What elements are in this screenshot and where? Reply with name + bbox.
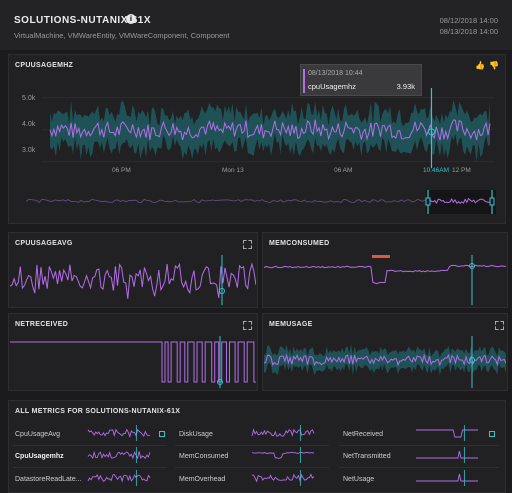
expand-icon[interactable]	[159, 431, 165, 437]
metrics-sparklines	[87, 425, 478, 486]
date-range-end: 08/13/2018 14:00	[439, 27, 498, 36]
highlight-point	[219, 288, 225, 294]
all-metrics-panel: ALL METRICS FOR SOLUTIONS-NUTANIX-61X Cp…	[8, 400, 506, 493]
navigator-handle-grip	[489, 197, 495, 206]
y-tick-label: 3.0k	[22, 147, 36, 154]
expand-icon[interactable]	[243, 321, 250, 328]
metric-name-selected[interactable]: CpuUsagemhz	[15, 453, 64, 460]
series-line	[264, 353, 506, 367]
y-tick-label: 4.0k	[22, 121, 36, 128]
series-line	[10, 262, 256, 299]
row-divider	[13, 467, 167, 468]
sparkline-memoverhead	[251, 473, 315, 483]
sparkline-cpuusagemhz	[87, 450, 151, 460]
cpuusageavg-panel: CPUUSAGEAVG	[8, 232, 258, 308]
highlight-point	[469, 263, 475, 269]
metric-name[interactable]: CpuUsageAvg	[15, 431, 61, 438]
sparkline-cpuusageavg	[87, 428, 151, 438]
metric-name[interactable]: NetUsage	[343, 476, 375, 483]
row-divider	[175, 445, 329, 446]
timeline-navigator[interactable]	[26, 189, 496, 215]
x-tick-label: Mon 13	[222, 167, 244, 174]
sparkline-nettransmitted	[416, 450, 478, 459]
chart-tooltip: 08/13/2018 10:44 cpuUsagemhz 3.93k	[300, 64, 422, 96]
x-tick-label: 12 PM	[452, 167, 471, 174]
metric-name[interactable]: DatastoreReadLate...	[15, 476, 82, 483]
all-metrics-title: ALL METRICS FOR SOLUTIONS-NUTANIX-61X	[15, 408, 181, 415]
sparkline-diskusage	[251, 428, 315, 437]
sparkline-netreceived	[416, 429, 478, 438]
row-divider	[175, 467, 329, 468]
tooltip-date: 08/13/2018 10:44	[308, 70, 363, 77]
y-tick-label: 5.0k	[22, 95, 36, 102]
metric-name[interactable]: DiskUsage	[179, 431, 213, 438]
sparkline-netusage	[416, 473, 478, 482]
x-tick-label: 06 PM	[112, 167, 131, 174]
row-divider	[13, 445, 167, 446]
highlight-point	[427, 128, 435, 136]
highlight-point	[217, 379, 223, 385]
page-header: SOLUTIONS-NUTANIX-61X i VirtualMachine, …	[0, 0, 512, 50]
metric-name[interactable]: NetTransmitted	[343, 453, 391, 460]
thumbs-down-icon[interactable]: 👎	[489, 61, 499, 70]
cpuusageavg-chart[interactable]	[10, 255, 256, 305]
expand-icon[interactable]	[489, 431, 495, 437]
netreceived-panel: NETRECEIVED	[8, 313, 258, 391]
alert-marker	[372, 255, 390, 258]
memconsumed-chart[interactable]	[264, 255, 506, 305]
series-line	[10, 341, 256, 383]
sparkline-datastoreread	[87, 473, 151, 483]
variance-band	[264, 344, 506, 376]
tooltip-value: 3.93k	[396, 82, 415, 91]
metric-name[interactable]: MemOverhead	[179, 476, 226, 483]
row-divider	[339, 467, 499, 468]
sparkline-memconsumed	[251, 451, 315, 459]
main-line-chart[interactable]	[42, 88, 502, 168]
expand-icon[interactable]	[243, 240, 250, 247]
info-icon[interactable]: i	[126, 14, 136, 24]
highlight-point	[469, 357, 475, 363]
tooltip-metric: cpuUsagemhz	[308, 82, 356, 91]
x-tick-label: 06 AM	[334, 167, 353, 174]
panel-title: MEMUSAGE	[269, 321, 313, 328]
date-range-start: 08/12/2018 14:00	[439, 16, 498, 25]
main-chart-title: CPUUSAGEMHZ	[15, 62, 74, 69]
netreceived-chart[interactable]	[10, 336, 256, 388]
thumbs-up-icon[interactable]: 👍	[475, 61, 485, 70]
panel-title: NETRECEIVED	[15, 321, 69, 328]
expand-icon[interactable]	[495, 321, 502, 328]
series-line	[264, 264, 506, 285]
navigator-handle-grip	[425, 197, 431, 206]
page-title: SOLUTIONS-NUTANIX-61X	[14, 15, 151, 26]
page-subtitle: VirtualMachine, VMWareEntity, VMWareComp…	[14, 31, 230, 40]
metric-name[interactable]: MemConsumed	[179, 453, 229, 460]
row-divider	[339, 445, 499, 446]
metric-name[interactable]: NetReceived	[343, 431, 384, 438]
navigator-line	[26, 199, 496, 204]
series-line	[49, 119, 491, 141]
x-tick-highlight-label: 10:46AM	[423, 167, 450, 174]
variance-band	[50, 99, 490, 163]
memusage-chart[interactable]	[264, 336, 506, 388]
panel-title: MEMCONSUMED	[269, 240, 330, 247]
panel-title: CPUUSAGEAVG	[15, 240, 73, 247]
memconsumed-panel: MEMCONSUMED	[262, 232, 508, 308]
navigator-selected-line	[427, 197, 495, 205]
